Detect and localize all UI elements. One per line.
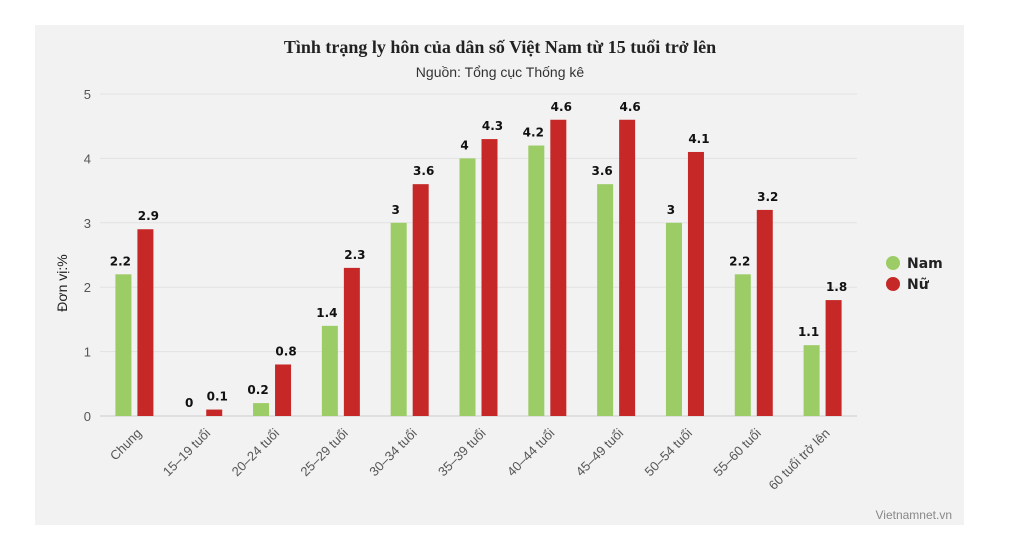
x-tick-label: 20–24 tuổi <box>229 425 283 479</box>
bar-nu[interactable] <box>343 267 360 416</box>
data-label: 4.1 <box>688 132 709 146</box>
chart-title: Tình trạng ly hôn của dân số Việt Nam từ… <box>284 37 716 57</box>
bar-nam[interactable] <box>459 158 476 416</box>
data-labels: 2.2 2.9 0 0.1 0.2 0.8 1.4 2.3 3 3.6 4 4.3 4.2 4.6 3.6 4… <box>110 100 847 410</box>
data-label: 1.4 <box>316 306 337 320</box>
chart-subtitle: Nguồn: Tổng cục Thống kê <box>416 64 585 80</box>
bar-nam[interactable] <box>253 403 270 416</box>
bar-nam[interactable] <box>665 222 682 416</box>
bar-nu[interactable] <box>137 229 154 416</box>
y-tick-label: 3 <box>84 216 91 231</box>
bar-nam[interactable] <box>597 184 614 416</box>
credits-text[interactable]: Vietnamnet.vn <box>876 508 953 522</box>
data-label: 3 <box>667 203 675 217</box>
data-label: 4.6 <box>551 100 572 114</box>
x-tick-label: 55–60 tuổi <box>710 425 764 479</box>
x-axis-ticks: Chung 15–19 tuổi 20–24 tuổi 25–29 tuổi 30–34… <box>107 425 833 492</box>
bar-nu[interactable] <box>275 364 292 416</box>
data-label: 2.2 <box>110 254 131 268</box>
bar-nu[interactable] <box>687 151 704 416</box>
x-tick-label: 45–49 tuổi <box>573 425 627 479</box>
y-tick-label: 0 <box>84 409 91 424</box>
data-label: 3.2 <box>757 190 778 204</box>
y-tick-label: 4 <box>84 151 91 166</box>
data-label: 4.6 <box>620 100 641 114</box>
y-axis-label: Đơn vị:% <box>54 254 70 311</box>
data-label: 0 <box>185 396 193 410</box>
x-tick-label: 25–29 tuổi <box>297 425 351 479</box>
y-tick-label: 2 <box>84 280 91 295</box>
data-label: 0.8 <box>275 344 296 358</box>
legend-label-nam[interactable]: Nam <box>907 256 943 272</box>
bar-nam[interactable] <box>528 145 545 416</box>
x-tick-label: 40–44 tuổi <box>504 425 558 479</box>
grid-lines <box>100 93 857 417</box>
y-axis-ticks: 0 1 2 3 4 5 <box>84 87 91 424</box>
data-label: 3 <box>392 203 400 217</box>
x-tick-label: 30–34 tuổi <box>366 425 420 479</box>
bar-nam[interactable] <box>390 222 407 416</box>
data-label: 4.2 <box>523 126 544 140</box>
bar-nu[interactable] <box>825 300 842 416</box>
bar-nu[interactable] <box>756 209 773 416</box>
bar-nu[interactable] <box>206 409 223 416</box>
legend-marker-nu[interactable] <box>886 277 900 291</box>
bar-nam[interactable] <box>803 345 820 416</box>
data-label: 4 <box>460 138 468 152</box>
bar-nam[interactable] <box>321 325 338 416</box>
data-label: 3.6 <box>413 164 434 178</box>
data-label: 2.3 <box>344 248 365 262</box>
bar-nam[interactable] <box>115 274 132 416</box>
x-tick-label: 15–19 tuổi <box>160 425 214 479</box>
y-tick-label: 1 <box>84 345 91 360</box>
chart-panel: Tình trạng ly hôn của dân số Việt Nam từ… <box>35 25 964 525</box>
x-tick-label: Chung <box>107 426 145 464</box>
x-tick-label: 60 tuổi trở lên <box>765 426 832 493</box>
legend[interactable]: Nam Nữ <box>886 256 943 293</box>
x-tick-label: 50–54 tuổi <box>642 425 696 479</box>
bar-nu[interactable] <box>481 139 498 416</box>
data-label: 3.6 <box>592 164 613 178</box>
data-label: 2.2 <box>729 254 750 268</box>
data-label: 0.1 <box>207 390 228 404</box>
x-tick-label: 35–39 tuổi <box>435 425 489 479</box>
data-label: 4.3 <box>482 119 503 133</box>
bar-nu[interactable] <box>619 119 636 416</box>
data-label: 2.9 <box>138 209 159 223</box>
data-label: 1.8 <box>826 280 847 294</box>
y-tick-label: 5 <box>84 87 91 102</box>
legend-marker-nam[interactable] <box>886 256 900 270</box>
legend-label-nu[interactable]: Nữ <box>907 277 930 293</box>
data-label: 0.2 <box>247 383 268 397</box>
bar-nu[interactable] <box>412 184 429 416</box>
bar-nam[interactable] <box>734 274 751 416</box>
bar-chart: Tình trạng ly hôn của dân số Việt Nam từ… <box>54 37 953 522</box>
data-label: 1.1 <box>798 325 819 339</box>
bar-nu[interactable] <box>550 119 567 416</box>
bars <box>115 119 842 416</box>
